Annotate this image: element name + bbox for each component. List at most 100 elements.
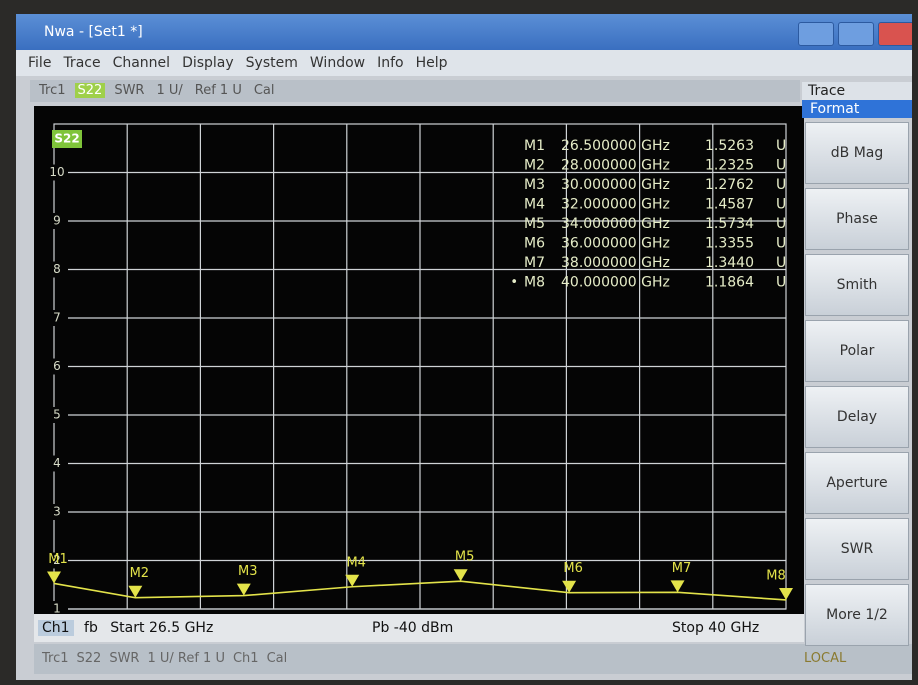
trace-bar-item[interactable]: Trc1	[36, 83, 69, 98]
marker-unit: U	[776, 255, 786, 271]
marker-flag	[128, 586, 142, 598]
page: {"window": {"title": "Nwa - [Set1 *]"}, …	[0, 0, 918, 685]
y-tick-label: 10	[49, 165, 64, 179]
marker-value: 1.5734	[705, 216, 754, 232]
marker-flag-label: M1	[48, 552, 68, 567]
marker-frequency: 28.000000 GHz	[561, 158, 670, 174]
y-tick-label: 5	[53, 408, 61, 422]
marker-name: M2	[524, 158, 545, 174]
marker-unit: U	[776, 138, 786, 154]
power: Pb -40 dBm	[372, 614, 453, 642]
softkey[interactable]: Aperture	[805, 452, 909, 514]
plot-area: 12345678910S22M1M126.500000 GHz1.5263UM2…	[34, 106, 804, 614]
softkey[interactable]: More 1/2	[805, 584, 909, 646]
stop-frequency: Stop 40 GHz	[672, 614, 759, 642]
active-marker-dot: •	[510, 275, 518, 290]
marker-value: 1.1864	[705, 275, 754, 291]
marker-unit: U	[776, 216, 786, 232]
marker-unit: U	[776, 197, 786, 213]
sweep-mode: fb	[84, 620, 98, 636]
menu-item[interactable]: Channel	[113, 55, 170, 71]
marker-name: M7	[524, 255, 545, 271]
window-title: Nwa - [Set1 *]	[44, 24, 143, 40]
status-item: Cal	[267, 651, 288, 666]
marker-flag-label: M7	[672, 561, 692, 576]
marker-frequency: 30.000000 GHz	[561, 177, 670, 193]
marker-value: 1.4587	[705, 197, 754, 213]
marker-flag	[237, 584, 251, 596]
marker-frequency: 38.000000 GHz	[561, 255, 670, 271]
y-tick-label: 1	[53, 602, 61, 615]
softkey-panel: Trace Format dB MagPhaseSmithPolarDelayA…	[802, 82, 912, 680]
menu-item[interactable]: System	[246, 55, 298, 71]
marker-flag-label: M3	[238, 564, 258, 579]
softkey[interactable]: Phase	[805, 188, 909, 250]
softkey[interactable]: dB Mag	[805, 122, 909, 184]
y-tick-label: 3	[53, 505, 61, 519]
softkey-header: Trace	[802, 82, 912, 100]
y-tick-label: 6	[53, 359, 61, 373]
marker-name: M8	[524, 275, 545, 291]
marker-value: 1.3355	[705, 236, 754, 252]
y-tick-label: 7	[53, 311, 61, 325]
start-frequency: Start 26.5 GHz	[110, 620, 213, 636]
menu-item[interactable]: File	[28, 55, 51, 71]
menu-item[interactable]: Info	[377, 55, 404, 71]
marker-flag	[454, 569, 468, 581]
menu-item[interactable]: Window	[310, 55, 365, 71]
marker-unit: U	[776, 177, 786, 193]
marker-value: 1.2325	[705, 158, 754, 174]
status-item: 1 U/ Ref 1 U	[147, 651, 225, 666]
marker-flag-label: M4	[346, 555, 366, 570]
marker-frequency: 36.000000 GHz	[561, 236, 670, 252]
marker-frequency: 40.000000 GHz	[561, 275, 670, 291]
marker-flag-label: M5	[455, 550, 475, 565]
menu-bar: File Trace Channel Display System Window Info H…	[16, 50, 912, 76]
marker-flag-label: M2	[130, 566, 150, 581]
status-item: Ch1	[233, 651, 259, 666]
marker-flag-label: M6	[563, 561, 583, 576]
y-tick-label: 8	[53, 262, 61, 276]
marker-unit: U	[776, 275, 786, 291]
channel[interactable]: Ch1	[38, 620, 74, 636]
marker-value: 1.3440	[705, 255, 754, 271]
marker-flag	[562, 581, 576, 593]
restore-button[interactable]	[838, 22, 874, 46]
marker-value: 1.2762	[705, 177, 754, 193]
trace-bar-item[interactable]: SWR	[111, 83, 147, 98]
softkey[interactable]: Delay	[805, 386, 909, 448]
menu-item[interactable]: Help	[416, 55, 448, 71]
softkey[interactable]: SWR	[805, 518, 909, 580]
marker-name: M4	[524, 197, 545, 213]
marker-flag	[779, 588, 793, 600]
legend-label: S22	[54, 132, 79, 146]
marker-unit: U	[776, 158, 786, 174]
y-tick-label: 4	[53, 456, 61, 470]
marker-name: M5	[524, 216, 545, 232]
channel-status-bar: Ch1 fb Start 26.5 GHz Pb -40 dBm Stop 40…	[34, 614, 804, 642]
menu-item[interactable]: Trace	[63, 55, 100, 71]
trace-bar-item[interactable]: S22	[75, 83, 106, 98]
marker-flag	[47, 571, 61, 583]
trace-bar-item[interactable]: Cal	[251, 83, 278, 98]
trace-bar: Trc1 S22 SWR 1 U/Ref 1 U Cal	[30, 80, 800, 102]
marker-name: M3	[524, 177, 545, 193]
y-tick-label: 9	[53, 214, 61, 228]
marker-value: 1.5263	[705, 138, 754, 154]
softkey[interactable]: Polar	[805, 320, 909, 382]
trace-bar-item[interactable]: 1 U/	[153, 83, 185, 98]
minimize-button[interactable]	[798, 22, 834, 46]
close-button[interactable]	[878, 22, 912, 46]
title-bar: Nwa - [Set1 *]	[16, 14, 912, 50]
marker-name: M1	[524, 138, 545, 154]
softkey[interactable]: Smith	[805, 254, 909, 316]
marker-frequency: 34.000000 GHz	[561, 216, 670, 232]
menu-item[interactable]: Display	[182, 55, 234, 71]
softkey-selected[interactable]: Format	[802, 100, 912, 118]
status-item: SWR	[109, 651, 139, 666]
marker-unit: U	[776, 236, 786, 252]
marker-flag	[671, 580, 685, 592]
trace-bar-item[interactable]: Ref 1 U	[192, 83, 245, 98]
